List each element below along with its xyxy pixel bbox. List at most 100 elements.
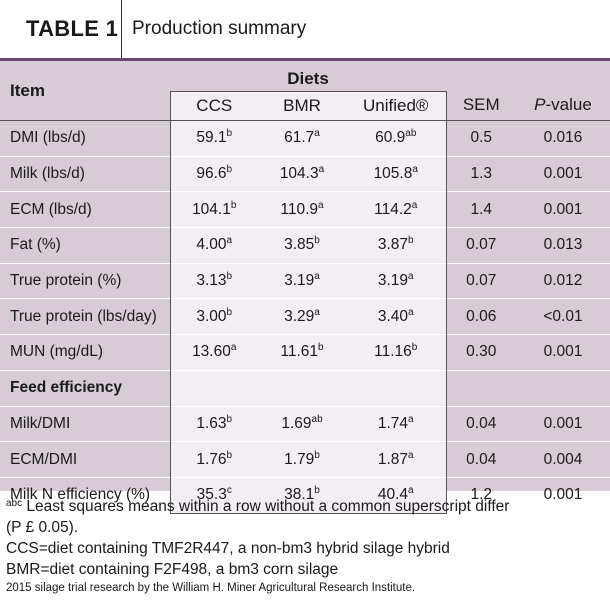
cell-ccs-superscript: b [226,306,233,318]
cell-pvalue-value: 0.012 [543,272,583,290]
cell-ccs: 3.00b [169,298,258,335]
cell-pvalue-value: 0.001 [543,486,583,504]
cell-bmr-superscript: a [314,128,320,140]
header-sem-label: SEM [462,95,500,114]
cell-bmr-superscript: a [314,271,320,283]
section-row-feed-efficiency: Feed efficiency [0,369,610,406]
header-pvalue-rest: -value [545,95,592,114]
cell-ccs-value: 104.1 [192,200,231,218]
cell-bmr-superscript: a [314,306,320,318]
header-row-2: CCS BMR Unified® [0,91,610,121]
row-label: DMI (lbs/d) [0,120,170,157]
cell-unified: 3.40a [346,298,447,335]
cell-unified: 1.74a [346,405,447,442]
cell-ccs-superscript: b [230,199,237,211]
cell-ccs: 3.13b [169,262,258,299]
cell-pvalue-value: 0.013 [543,236,583,254]
cell-pvalue-value: 0.016 [543,129,583,147]
cell-unified-value: 1.74 [377,414,409,432]
table-number: TABLE 1 [0,0,122,58]
cell-ccs-value: 3.00 [196,307,227,325]
cell-unified-value: 40.4 [377,486,409,504]
cell-bmr: 110.9a [258,191,346,228]
cell-sem-value: 0.30 [466,343,497,361]
cell-unified-superscript: ab [405,128,417,140]
cell-sem: 0.04 [446,441,516,478]
cell-sem: 0.06 [446,298,516,335]
cell-bmr: 104.3a [258,155,346,192]
cell-unified-value: 105.8 [373,165,413,183]
cell-sem: 0.30 [446,334,516,371]
footnote-line1b: (P £ 0.05). [6,519,79,536]
title-divider [0,58,610,61]
cell-bmr: 61.7a [258,120,346,157]
row-label: Milk (lbs/d) [0,155,170,192]
cell-bmr: 11.61b [258,334,346,371]
table-body-feed-efficiency: Milk/DMI 1.63b 1.69ab 1.74a 0.04 0.001 ECM/DMI… [0,405,610,514]
table-body-production: DMI (lbs/d) 59.1b 61.7a 60.9ab 0.5 0.016 Milk … [0,120,610,371]
cell-ccs-superscript: c [226,485,232,497]
cell-sem-value: 0.07 [466,272,497,290]
header-unified: Unified® [346,91,447,121]
cell-bmr-superscript: b [314,485,320,497]
cell-pvalue: 0.001 [516,405,610,442]
cell-ccs: 1.63b [169,405,258,442]
empty-cell [258,369,346,406]
cell-ccs-value: 59.1 [196,129,227,147]
cell-ccs-value: 1.63 [196,414,227,432]
cell-bmr: 3.19a [258,262,346,299]
cell-bmr: 38.1b [258,476,346,514]
cell-ccs: 4.00a [169,227,258,264]
row-label: Milk N efficiency (%) [0,476,170,514]
cell-bmr-superscript: b [314,235,320,247]
table-row: True protein (lbs/day) 3.00b 3.29a 3.40a 0.0… [0,298,610,335]
cell-bmr-value: 38.1 [284,486,315,504]
production-table-container: Item Diets SEM P-value CCS BMR Unified® … [0,61,610,514]
cell-pvalue: <0.01 [516,298,610,335]
row-label-value: Milk/DMI [10,414,71,432]
cell-unified-superscript: b [411,342,418,354]
row-label-value: ECM (lbs/d) [10,200,92,218]
cell-pvalue: 0.001 [516,155,610,192]
cell-ccs-superscript: b [226,271,233,283]
cell-sem: 1.2 [446,476,516,514]
cell-ccs-superscript: b [226,449,233,461]
cell-bmr-value: 1.79 [284,450,315,468]
cell-unified: 60.9ab [346,120,447,157]
table-row: True protein (%) 3.13b 3.19a 3.19a 0.07 0.012 [0,262,610,299]
cell-bmr-value: 1.69 [281,414,312,432]
header-pvalue-p: P [534,95,546,114]
cell-unified-superscript: a [411,199,418,211]
cell-unified-value: 114.2 [374,200,412,218]
row-label: ECM/DMI [0,441,170,478]
row-label-value: Fat (%) [10,236,61,254]
cell-unified: 114.2a [346,191,447,228]
cell-sem-value: 0.07 [466,236,497,254]
table-row: ECM/DMI 1.76b 1.79b 1.87a 0.04 0.004 [0,441,610,478]
cell-unified-superscript: a [408,485,414,497]
cell-sem-value: 0.04 [466,450,497,468]
row-label: True protein (%) [0,262,170,299]
row-label: ECM (lbs/d) [0,191,170,228]
cell-unified-value: 3.19 [377,272,409,290]
header-bmr: BMR [258,91,346,121]
cell-bmr: 1.69ab [258,405,346,442]
footnote-source: 2015 silage trial research by the Willia… [6,582,416,594]
cell-sem: 0.07 [446,227,516,264]
cell-unified: 11.16b [346,334,447,371]
cell-ccs-value: 96.6 [196,165,227,183]
cell-pvalue-value: 0.001 [543,165,583,183]
cell-ccs-value: 4.00 [196,236,227,254]
header-sem: SEM [446,61,516,121]
header-item: Item [0,61,170,121]
cell-bmr-superscript: ab [311,413,323,425]
cell-bmr: 3.29a [258,298,346,335]
header-pvalue: P-value [516,61,610,121]
section-label: Feed efficiency [0,369,170,406]
table-row: ECM (lbs/d) 104.1b 110.9a 114.2a 1.4 0.001 [0,191,610,228]
table-row: DMI (lbs/d) 59.1b 61.7a 60.9ab 0.5 0.016 [0,120,610,157]
cell-ccs: 1.76b [169,441,258,478]
cell-sem: 0.04 [446,405,516,442]
cell-ccs-value: 1.76 [196,450,227,468]
cell-ccs-superscript: a [230,342,237,354]
